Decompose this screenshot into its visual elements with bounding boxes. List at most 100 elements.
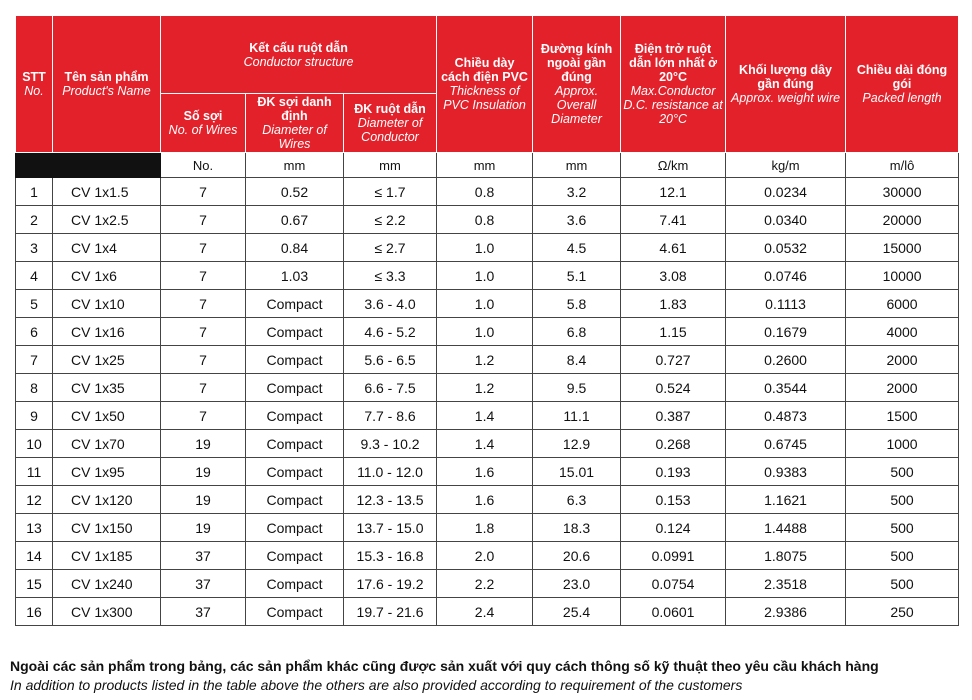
- table-cell: 37: [160, 597, 246, 626]
- header-cell: STT No.: [15, 15, 53, 153]
- footer-note-vi: Ngoài các sản phẩm trong bảng, các sản p…: [10, 658, 879, 674]
- table-cell: Compact: [245, 345, 344, 374]
- table-cell: 7: [160, 401, 246, 430]
- table-cell: 5: [15, 289, 53, 318]
- table-cell: 3: [15, 233, 53, 262]
- table-cell: 0.0601: [620, 597, 727, 626]
- table-cell: 1.1621: [725, 485, 847, 514]
- table-cell: CV 1x1.5: [52, 177, 161, 206]
- table-row: 2 CV 1x2.5 7 0.67 ≤ 2.2 0.8 3.6 7.41 0.0340 20000: [15, 205, 960, 234]
- header-en: Packed length: [862, 91, 942, 105]
- table-row: 1 CV 1x1.5 7 0.52 ≤ 1.7 0.8 3.2 12.1 0.0234 30000: [15, 177, 960, 206]
- table-cell: 1.0: [436, 317, 534, 346]
- unit-cell: mm: [342, 152, 438, 178]
- header-vi: ĐK sợi danh định: [257, 95, 332, 123]
- table-cell: 1.2: [436, 373, 534, 402]
- table-cell: 2000: [845, 373, 960, 402]
- table-cell: 12: [15, 485, 53, 514]
- header-cell: Khối lượng dây gần đúng Approx. weight wi…: [725, 15, 847, 153]
- unit-cell: Ω/km: [620, 152, 727, 178]
- header-cell: Chiều dài đóng gói Packed length: [845, 15, 960, 153]
- table-cell: 7.41: [620, 205, 727, 234]
- table-cell: 1.0: [436, 233, 534, 262]
- table-cell: 1.4488: [725, 513, 847, 542]
- table-cell: 6.8: [532, 317, 622, 346]
- table-cell: Compact: [245, 569, 344, 598]
- table-cell: 0.268: [620, 429, 727, 458]
- table-cell: 37: [160, 569, 246, 598]
- table-cell: ≤ 1.7: [342, 177, 438, 206]
- table-cell: 0.3544: [725, 373, 847, 402]
- table-cell: 1.6: [436, 485, 534, 514]
- unit-cell: mm: [245, 152, 344, 178]
- table-cell: 2.3518: [725, 569, 847, 598]
- table-cell: CV 1x2.5: [52, 205, 161, 234]
- table-cell: 1.03: [245, 261, 344, 290]
- table-cell: CV 1x25: [52, 345, 161, 374]
- table-cell: CV 1x150: [52, 513, 161, 542]
- header-vi: Điện trở ruột dẫn lớn nhất ở 20°C: [629, 42, 717, 84]
- table-cell: 13: [15, 513, 53, 542]
- table-cell: 10: [15, 429, 53, 458]
- table-cell: Compact: [245, 513, 344, 542]
- table-cell: 500: [845, 541, 960, 570]
- table-cell: 4.5: [532, 233, 622, 262]
- table-cell: CV 1x50: [52, 401, 161, 430]
- table-row: 7 CV 1x25 7 Compact 5.6 - 6.5 1.2 8.4 0.727 0.26…: [15, 345, 960, 374]
- header-vi: ĐK ruột dẫn: [354, 102, 426, 116]
- header-en: Max.Conductor D.C. resistance at 20°C: [623, 84, 723, 126]
- table-cell: Compact: [245, 289, 344, 318]
- units-blank: [52, 152, 161, 178]
- table-cell: 0.524: [620, 373, 727, 402]
- table-cell: 6.6 - 7.5: [342, 373, 438, 402]
- table-cell: 7: [160, 317, 246, 346]
- header-cell: Điện trở ruột dẫn lớn nhất ở 20°C Max.Con…: [620, 15, 727, 153]
- table-cell: 250: [845, 597, 960, 626]
- table-row: 8 CV 1x35 7 Compact 6.6 - 7.5 1.2 9.5 0.524 0.35…: [15, 373, 960, 402]
- table-cell: 1.8: [436, 513, 534, 542]
- table-cell: 4.6 - 5.2: [342, 317, 438, 346]
- table-cell: 0.2600: [725, 345, 847, 374]
- table-cell: 19: [160, 485, 246, 514]
- table-cell: 0.6745: [725, 429, 847, 458]
- table-cell: 1500: [845, 401, 960, 430]
- header-en: Approx. Overall Diameter: [551, 84, 602, 126]
- header-en: Diameter of Wires: [262, 123, 327, 151]
- table-cell: 0.0532: [725, 233, 847, 262]
- table-cell: 10000: [845, 261, 960, 290]
- header-vi: Tên sản phẩm: [64, 70, 149, 84]
- table-cell: 2000: [845, 345, 960, 374]
- table-cell: 14: [15, 541, 53, 570]
- table-cell: Compact: [245, 541, 344, 570]
- table-cell: 3.2: [532, 177, 622, 206]
- table-cell: 1.6: [436, 457, 534, 486]
- table-cell: 0.0234: [725, 177, 847, 206]
- table-cell: 1.2: [436, 345, 534, 374]
- table-cell: 37: [160, 541, 246, 570]
- table-cell: CV 1x95: [52, 457, 161, 486]
- table-cell: 16: [15, 597, 53, 626]
- table-cell: 1.15: [620, 317, 727, 346]
- table-cell: 1.4: [436, 401, 534, 430]
- table-row: 13 CV 1x150 19 Compact 13.7 - 15.0 1.8 18.3 0.1…: [15, 513, 960, 542]
- table-cell: 11.1: [532, 401, 622, 430]
- table-cell: 0.124: [620, 513, 727, 542]
- table-cell: 11: [15, 457, 53, 486]
- table-cell: 4: [15, 261, 53, 290]
- header-en: No. of Wires: [168, 123, 238, 137]
- table-cell: Compact: [245, 401, 344, 430]
- table-cell: 1.8075: [725, 541, 847, 570]
- table-cell: 0.67: [245, 205, 344, 234]
- table-cell: 12.9: [532, 429, 622, 458]
- table-cell: 15.01: [532, 457, 622, 486]
- spec-table: STT No. Tên sản phẩm Product's Name Kết cấ…: [15, 15, 960, 626]
- table-cell: 2.9386: [725, 597, 847, 626]
- table-cell: 25.4: [532, 597, 622, 626]
- header-vi: Chiều dày cách điện PVC: [441, 56, 528, 84]
- footer-note-en: In addition to products listed in the ta…: [10, 677, 743, 693]
- table-cell: 30000: [845, 177, 960, 206]
- header-vi: Số sợi: [183, 109, 223, 123]
- table-cell: 1.83: [620, 289, 727, 318]
- table-cell: ≤ 3.3: [342, 261, 438, 290]
- table-cell: 19: [160, 429, 246, 458]
